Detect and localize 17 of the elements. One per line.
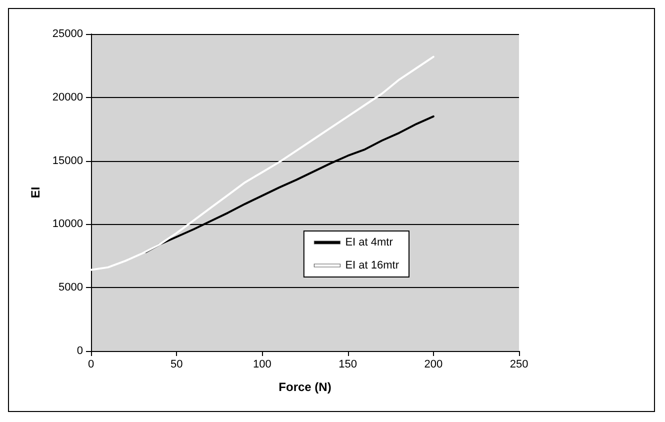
x-tick-label: 0 <box>88 358 94 370</box>
x-tick-label: 200 <box>424 358 443 370</box>
x-tick-label: 100 <box>253 358 272 370</box>
y-axis-title: EI <box>28 186 43 198</box>
y-tick-label: 5000 <box>58 282 83 294</box>
x-tick-label: 50 <box>170 358 183 370</box>
y-tick-label: 0 <box>76 345 83 357</box>
legend-label: EI at 4mtr <box>345 236 394 248</box>
y-tick-label: 20000 <box>52 91 83 104</box>
line-series <box>90 56 434 271</box>
x-tick-label: 250 <box>510 358 528 370</box>
x-tick-label: 150 <box>338 358 357 370</box>
y-tick-label: 10000 <box>52 218 83 230</box>
y-tick-label: 25000 <box>52 28 83 40</box>
x-axis-title: Force (N) <box>278 380 332 394</box>
legend-label: EI at 16mtr <box>345 260 400 272</box>
y-tick-label: 15000 <box>52 154 83 167</box>
